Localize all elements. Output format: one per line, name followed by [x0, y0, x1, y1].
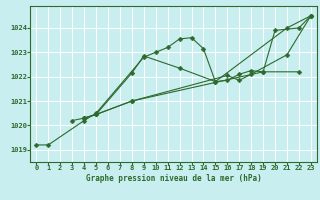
X-axis label: Graphe pression niveau de la mer (hPa): Graphe pression niveau de la mer (hPa): [86, 174, 261, 183]
